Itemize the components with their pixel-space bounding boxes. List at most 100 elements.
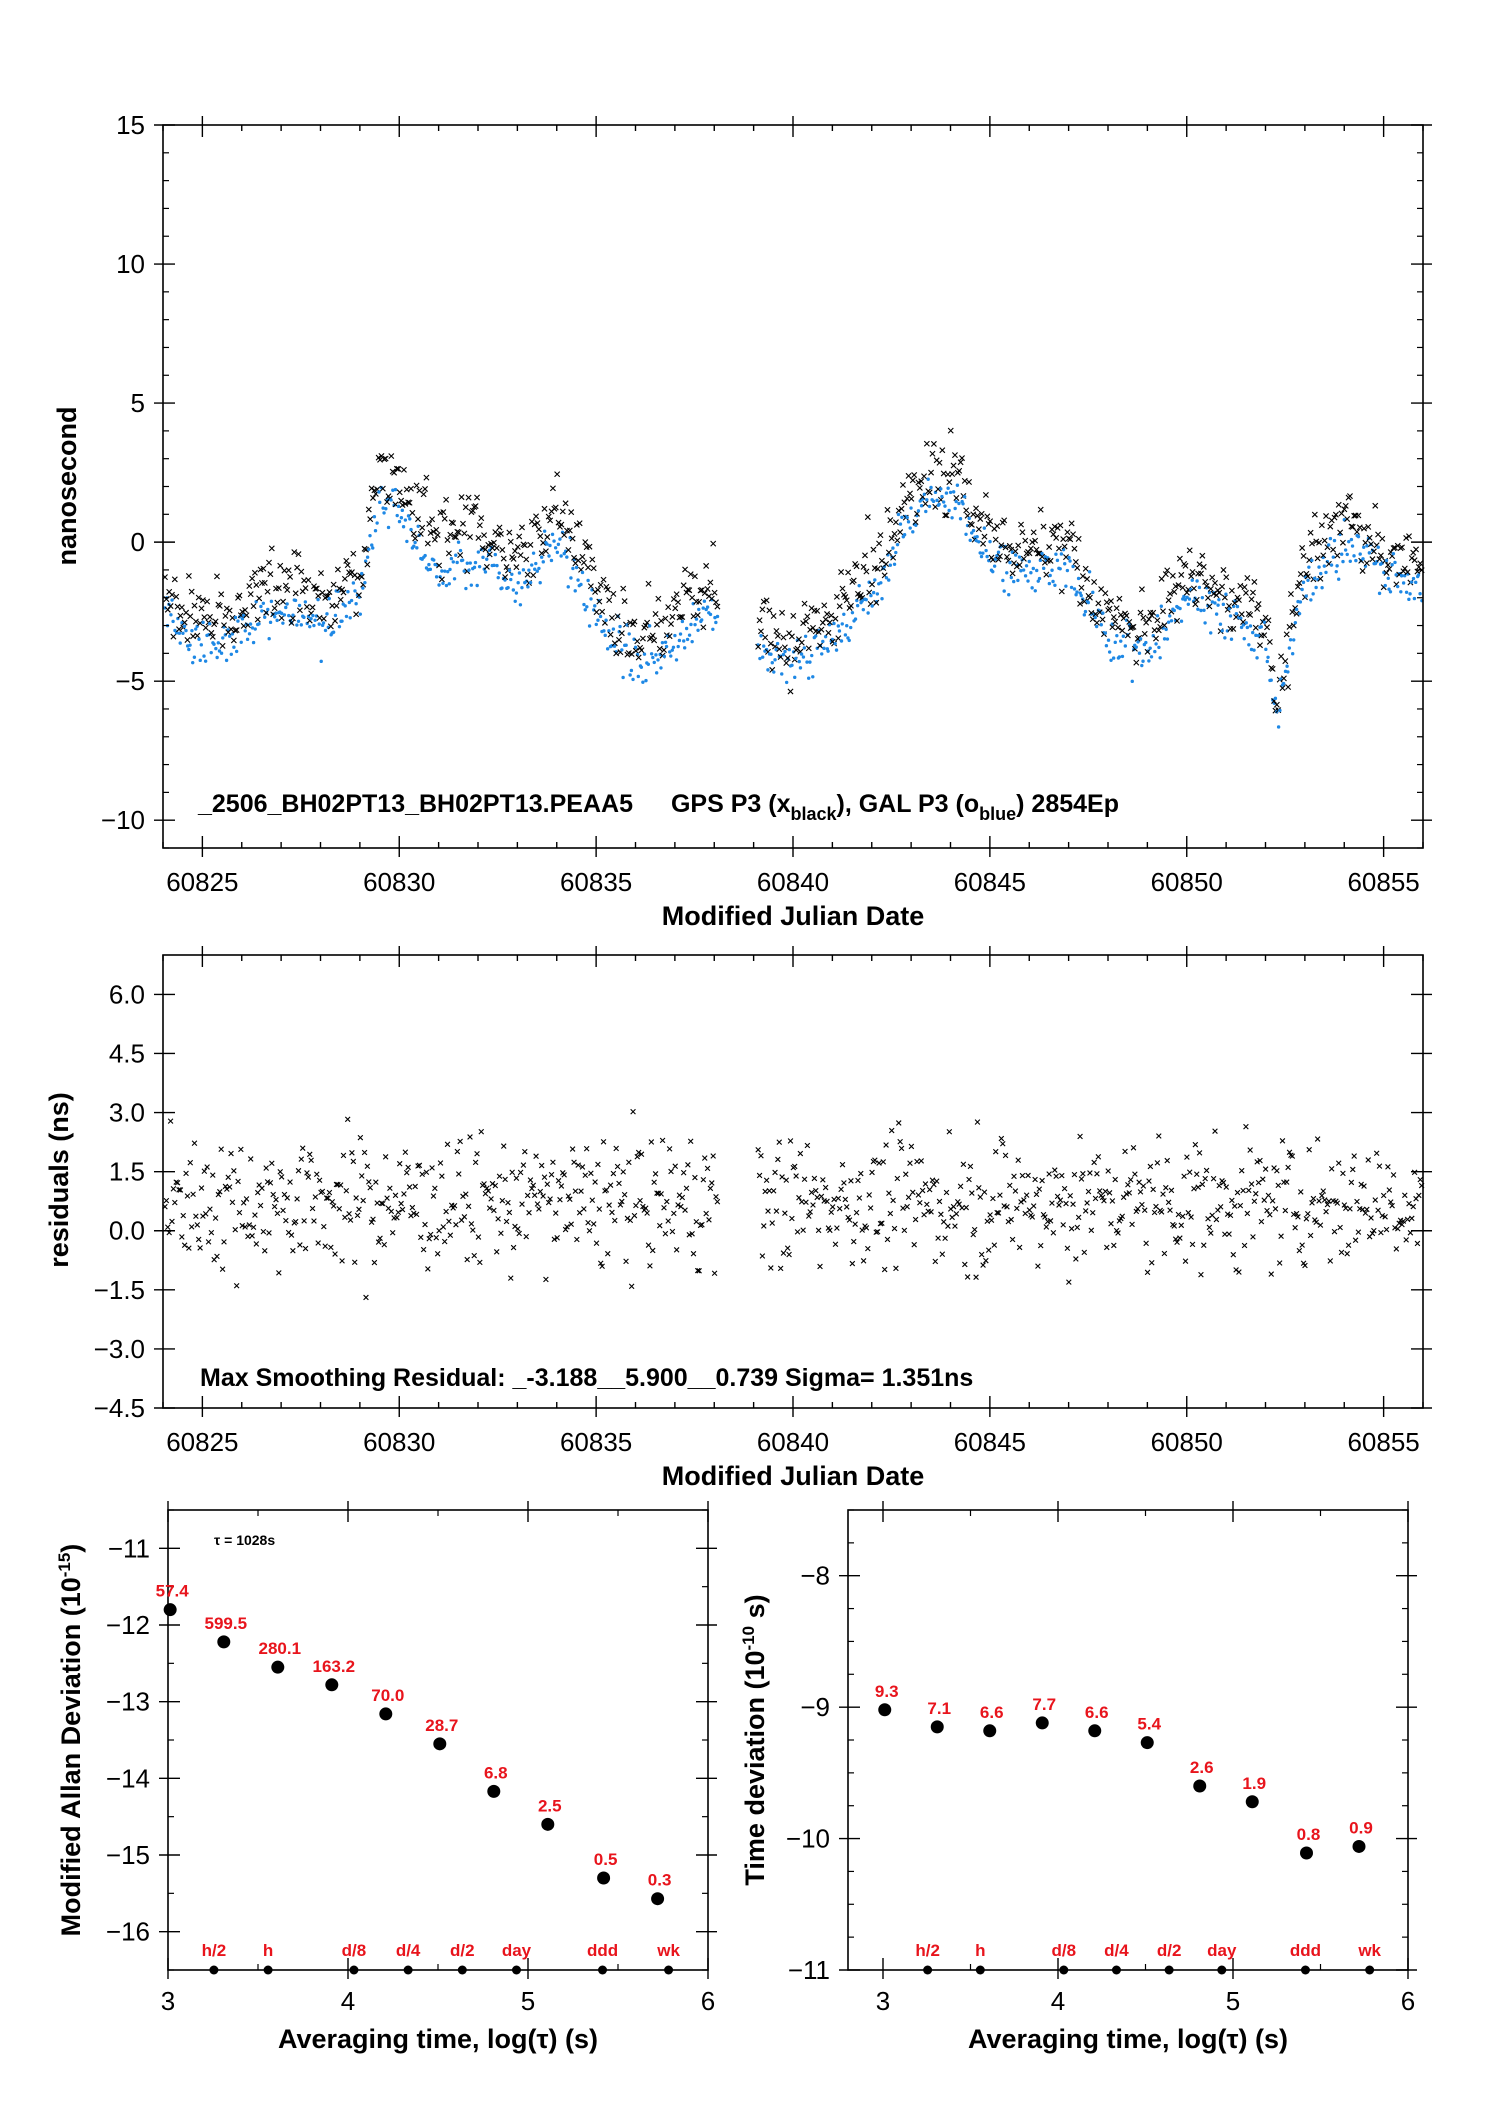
residual-point	[233, 1282, 240, 1289]
residual-point	[675, 1202, 681, 1208]
residual-point	[696, 1267, 702, 1274]
gal-point	[349, 598, 354, 603]
gal-point	[475, 583, 479, 588]
gal-point	[943, 504, 947, 508]
residual-point	[1403, 1237, 1409, 1243]
residual-point	[1265, 1192, 1272, 1199]
gps-point	[788, 633, 795, 640]
gps-point	[1124, 632, 1131, 639]
gps-point	[798, 639, 805, 646]
residual-point	[786, 1251, 792, 1258]
gps-point	[1196, 561, 1203, 568]
residual-point	[872, 1157, 878, 1163]
residual-point	[1146, 1178, 1152, 1184]
residual-point	[624, 1215, 631, 1222]
gps-point	[478, 515, 485, 522]
gps-point	[1009, 570, 1016, 577]
gal-point	[1290, 651, 1295, 656]
gal-point	[1149, 655, 1154, 659]
gal-point	[571, 566, 575, 571]
gps-point	[212, 618, 219, 625]
gps-point	[994, 523, 1001, 530]
gps-point	[398, 497, 405, 504]
residual-point	[884, 1236, 891, 1243]
residual-point	[1042, 1214, 1048, 1220]
residual-point	[1043, 1224, 1050, 1230]
residual-point	[956, 1201, 962, 1207]
gps-point	[978, 510, 985, 517]
residual-point	[583, 1145, 590, 1152]
gps-point	[781, 644, 788, 651]
gal-point	[219, 651, 224, 655]
residual-point	[1393, 1246, 1400, 1252]
gal-point	[624, 643, 628, 647]
gal-point	[1350, 544, 1355, 548]
gps-point	[407, 485, 414, 492]
residual-point	[507, 1275, 514, 1281]
residual-point	[1375, 1207, 1381, 1214]
gal-point	[432, 558, 436, 562]
residual-point	[485, 1188, 492, 1194]
residual-point	[538, 1162, 545, 1169]
gal-point	[1329, 563, 1334, 567]
y-tick-label: −12	[106, 1610, 150, 1640]
residual-point	[707, 1185, 714, 1192]
gal-point	[1292, 638, 1296, 642]
time-marker-label: ddd	[1290, 1941, 1321, 1960]
gps-point	[836, 603, 843, 610]
gps-point	[596, 598, 603, 605]
residual-point	[1057, 1197, 1064, 1203]
residual-point	[1156, 1133, 1162, 1139]
residual-point	[1126, 1190, 1133, 1196]
gps-point	[975, 526, 982, 533]
gal-point	[759, 634, 763, 638]
gal-point	[257, 622, 261, 626]
point-value-label: 5.4	[1137, 1715, 1161, 1734]
gal-point	[518, 603, 523, 607]
residual-point	[911, 1241, 917, 1248]
residual-point	[363, 1294, 369, 1301]
gal-point	[627, 632, 631, 636]
gps-point	[1188, 573, 1195, 580]
residual-point	[1171, 1223, 1178, 1229]
gal-point	[1383, 583, 1387, 588]
residual-point	[1178, 1222, 1185, 1229]
gal-point	[1319, 571, 1323, 576]
residual-point	[827, 1227, 833, 1234]
gps-point	[233, 627, 240, 634]
tdev-frame	[847, 1509, 1409, 1971]
residual-point	[582, 1172, 589, 1179]
gps-point	[379, 485, 386, 492]
gps-point	[1081, 598, 1088, 605]
residual-point	[613, 1145, 619, 1152]
residual-point	[252, 1212, 258, 1218]
residual-point	[932, 1258, 939, 1265]
gps-point	[1300, 552, 1307, 559]
gps-point	[1037, 506, 1044, 513]
residual-point	[351, 1259, 358, 1266]
gal-point	[365, 555, 370, 559]
gps-point	[839, 585, 846, 592]
residual-point	[1278, 1233, 1284, 1239]
gal-point	[537, 566, 541, 571]
gal-point	[1059, 552, 1064, 556]
residual-point	[1039, 1177, 1045, 1184]
residual-point	[596, 1206, 603, 1212]
gps-point	[857, 592, 864, 599]
gal-point	[464, 586, 468, 591]
gps-point	[1150, 609, 1157, 616]
gps-point	[1060, 536, 1067, 543]
mdev-ylabel-main: Modified Allan Deviation (10	[56, 1577, 86, 1936]
gps-point	[191, 602, 198, 609]
gal-point	[370, 543, 374, 547]
gal-point	[197, 637, 201, 641]
residual-point	[1385, 1164, 1391, 1170]
gps-point	[1359, 567, 1366, 574]
gps-point	[784, 655, 791, 662]
gps-point	[280, 598, 287, 605]
residual-point	[219, 1266, 226, 1272]
gal-point	[927, 504, 932, 509]
gal-point	[184, 628, 188, 633]
residual-point	[1148, 1259, 1155, 1266]
gal-point	[1409, 580, 1414, 584]
